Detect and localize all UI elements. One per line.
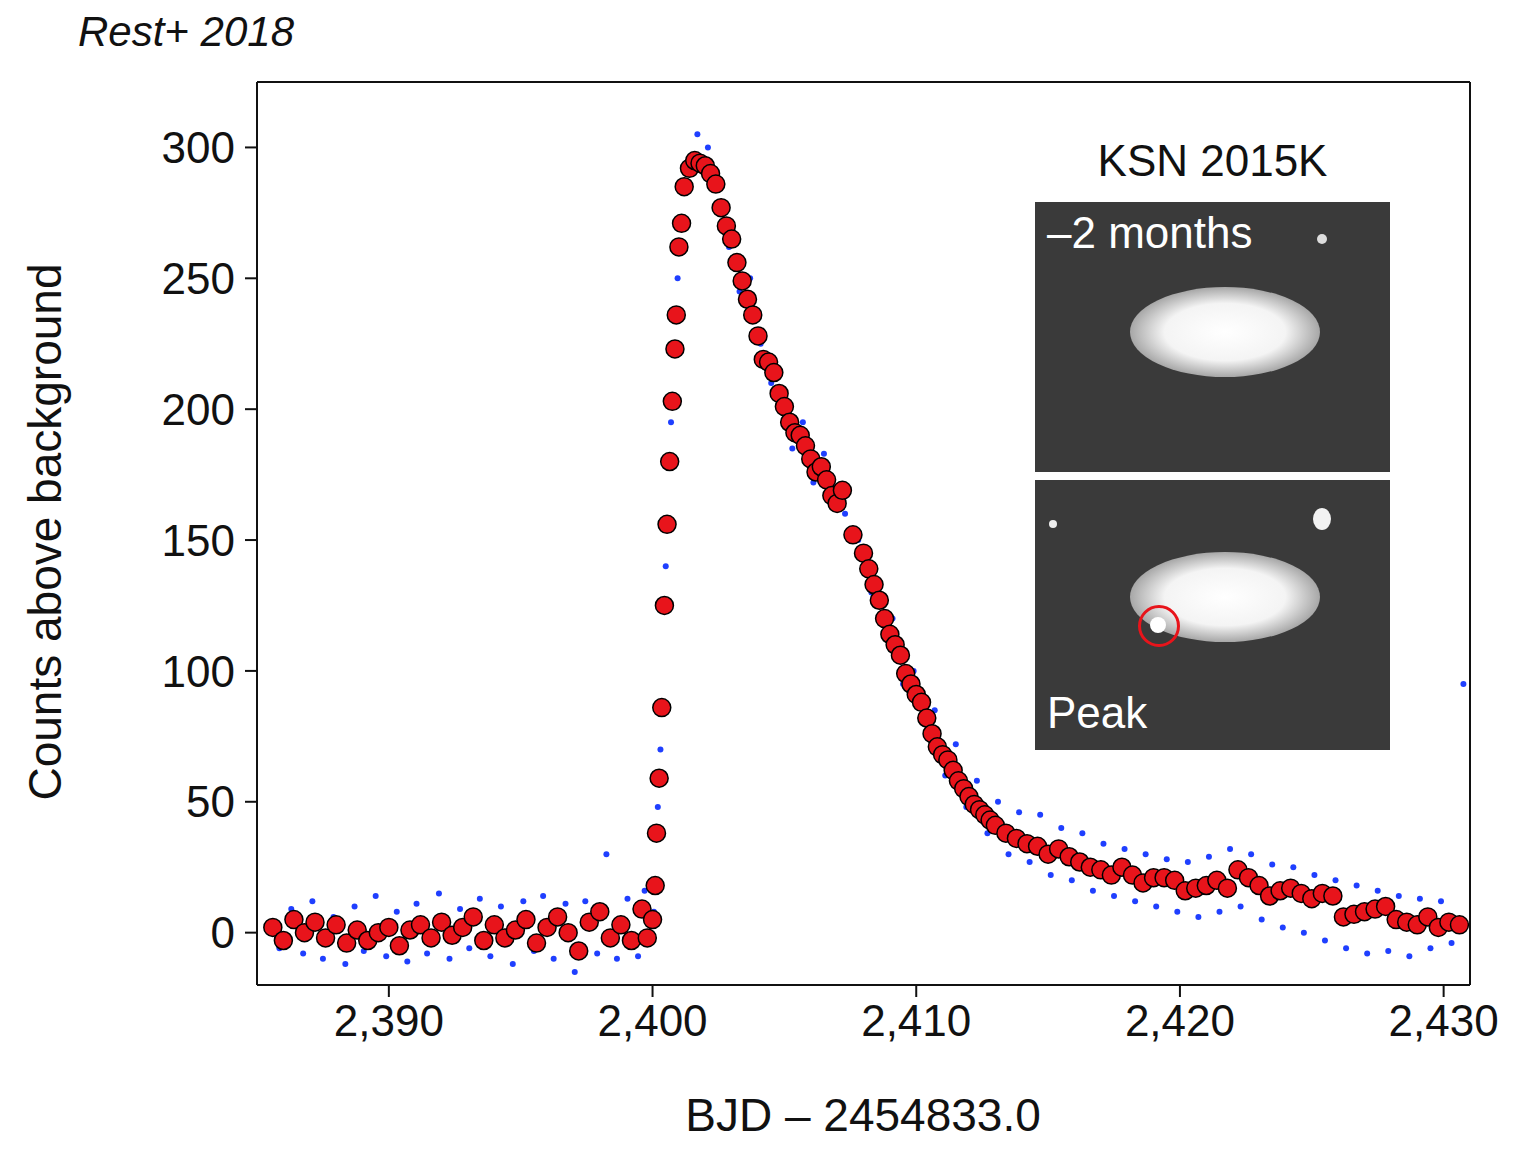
svg-text:2,400: 2,400: [597, 996, 707, 1045]
html-text:Rest+ 2018: Rest+ 2018: [78, 8, 294, 55]
svg-text:0: 0: [211, 908, 235, 957]
html-text:KSN 2015K: KSN 2015K: [1097, 136, 1328, 185]
svg-text:2,420: 2,420: [1125, 996, 1235, 1045]
html-text:–2 months: –2 months: [1047, 208, 1253, 257]
svg-text:150: 150: [162, 516, 235, 565]
svg-text:250: 250: [162, 254, 235, 303]
svg-text:2,410: 2,410: [861, 996, 971, 1045]
svg-text:100: 100: [162, 647, 235, 696]
html-text:Peak: Peak: [1047, 688, 1148, 737]
svg-text:50: 50: [186, 777, 235, 826]
svg-text:2,430: 2,430: [1389, 996, 1499, 1045]
svg-text:200: 200: [162, 385, 235, 434]
html-text:BJD – 2454833.0: BJD – 2454833.0: [685, 1089, 1041, 1141]
svg-text:2,390: 2,390: [334, 996, 444, 1045]
svg-text:300: 300: [162, 123, 235, 172]
html-text:Counts above background: Counts above background: [19, 263, 71, 801]
